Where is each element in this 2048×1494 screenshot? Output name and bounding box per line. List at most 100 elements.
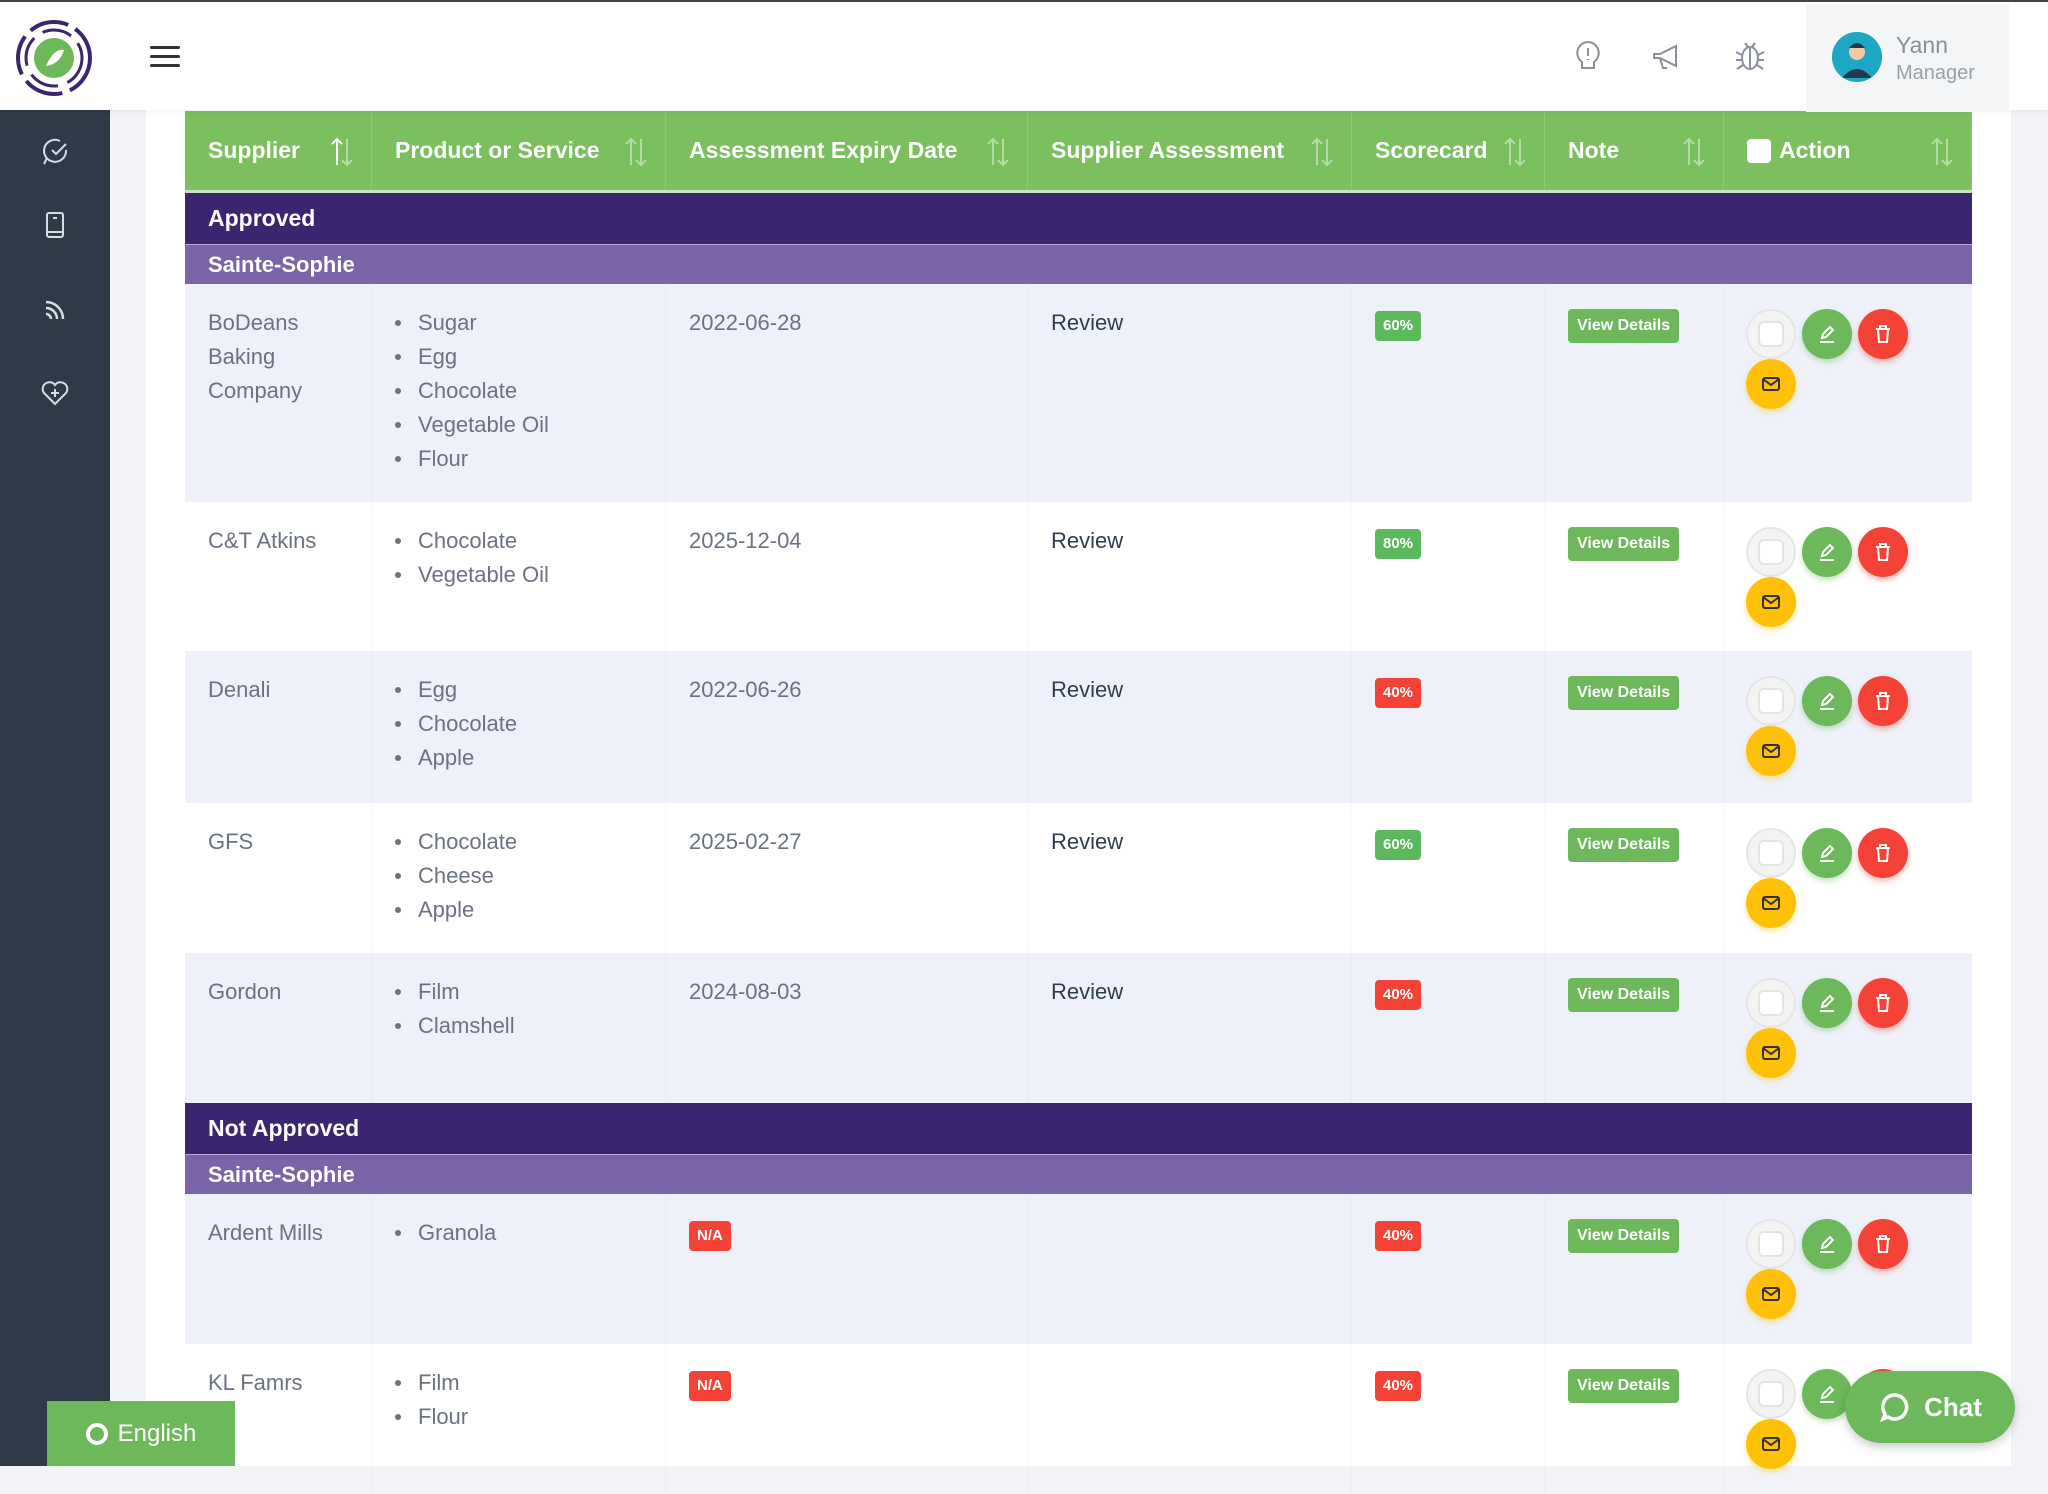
email-button[interactable]	[1746, 726, 1796, 776]
language-selector[interactable]: English	[47, 1401, 235, 1466]
assessment-link[interactable]: Review	[1051, 979, 1124, 1004]
expiry-cell: 2022-06-28	[666, 284, 1028, 502]
sidebar-item-feed-icon[interactable]	[38, 293, 72, 327]
view-details-button[interactable]: View Details	[1568, 1219, 1680, 1253]
sidebar-item-health-icon[interactable]	[38, 376, 72, 410]
column-header[interactable]: Action	[1724, 111, 1972, 190]
edit-button[interactable]	[1802, 1219, 1852, 1269]
edit-button[interactable]	[1802, 828, 1852, 878]
scorecard-cell: 60%	[1352, 284, 1545, 502]
email-button[interactable]	[1746, 1028, 1796, 1078]
email-button[interactable]	[1746, 1269, 1796, 1319]
sort-icon[interactable]	[1502, 135, 1528, 169]
envelope-icon	[1762, 1437, 1780, 1451]
row-select-checkbox[interactable]	[1746, 978, 1796, 1028]
email-button[interactable]	[1746, 359, 1796, 409]
lightbulb-help-icon[interactable]	[1570, 38, 1606, 74]
edit-button[interactable]	[1802, 676, 1852, 726]
email-button[interactable]	[1746, 577, 1796, 627]
row-select-checkbox[interactable]	[1746, 1219, 1796, 1269]
edit-button[interactable]	[1802, 309, 1852, 359]
sort-icon[interactable]	[329, 135, 355, 169]
menu-toggle-icon[interactable]	[150, 46, 180, 70]
product-item: Chocolate	[395, 707, 665, 741]
table-row: GFS Chocolate Cheese Apple 2025-02-27 Revi…	[185, 803, 1972, 953]
edit-button[interactable]	[1802, 527, 1852, 577]
sort-icon[interactable]	[1309, 135, 1335, 169]
column-header[interactable]: Product or Service	[372, 111, 666, 190]
bug-report-icon[interactable]	[1732, 38, 1768, 74]
sidebar-item-book-icon[interactable]	[38, 208, 72, 242]
actions-cell	[1724, 1194, 1972, 1344]
email-button[interactable]	[1746, 1419, 1796, 1469]
delete-button[interactable]	[1858, 1219, 1908, 1269]
row-select-checkbox[interactable]	[1746, 527, 1796, 577]
delete-button[interactable]	[1858, 309, 1908, 359]
column-header[interactable]: Scorecard	[1352, 111, 1545, 190]
column-header-label: Assessment Expiry Date	[689, 137, 958, 163]
megaphone-icon[interactable]	[1650, 38, 1686, 74]
products-cell: Sugar Egg Chocolate Vegetable Oil Flour	[372, 284, 666, 502]
chat-button[interactable]: Chat	[1845, 1371, 2015, 1443]
delete-button[interactable]	[1858, 676, 1908, 726]
chat-label: Chat	[1924, 1391, 1982, 1422]
product-item: Chocolate	[395, 374, 665, 408]
product-item: Chocolate	[395, 524, 665, 558]
assessment-cell	[1028, 1194, 1352, 1344]
assessment-link[interactable]: Review	[1051, 310, 1124, 335]
row-select-checkbox[interactable]	[1746, 828, 1796, 878]
product-list: Chocolate Vegetable Oil	[395, 524, 665, 592]
view-details-button[interactable]: View Details	[1568, 828, 1680, 862]
avatar	[1832, 32, 1882, 82]
expiry-cell: N/A	[666, 1194, 1028, 1344]
email-button[interactable]	[1746, 878, 1796, 928]
product-item: Film	[395, 975, 665, 1009]
note-cell: View Details	[1545, 803, 1724, 953]
assessment-link[interactable]: Review	[1051, 829, 1124, 854]
user-menu[interactable]: Yann Manager	[1806, 4, 2009, 112]
sort-icon[interactable]	[1929, 135, 1955, 169]
view-details-button[interactable]: View Details	[1568, 309, 1680, 343]
view-details-button[interactable]: View Details	[1568, 676, 1680, 710]
product-item: Vegetable Oil	[395, 408, 665, 442]
actions-cell	[1724, 803, 1972, 953]
sort-icon[interactable]	[623, 135, 649, 169]
row-select-checkbox[interactable]	[1746, 1369, 1796, 1419]
pencil-icon	[1820, 692, 1835, 710]
view-details-button[interactable]: View Details	[1568, 978, 1680, 1012]
delete-button[interactable]	[1858, 828, 1908, 878]
trash-icon	[1876, 844, 1890, 862]
sort-icon[interactable]	[985, 135, 1011, 169]
pencil-icon	[1820, 1235, 1835, 1253]
products-cell: Film Flour	[372, 1344, 666, 1494]
expiry-date: 2022-06-26	[689, 677, 802, 702]
edit-button[interactable]	[1802, 978, 1852, 1028]
sidebar-item-chat-check-icon[interactable]	[38, 136, 72, 170]
assessment-cell: Review	[1028, 803, 1352, 953]
column-header[interactable]: Note	[1545, 111, 1724, 190]
note-cell: View Details	[1545, 953, 1724, 1103]
actions-cell	[1724, 953, 1972, 1103]
view-details-button[interactable]: View Details	[1568, 1369, 1680, 1403]
select-all-checkbox[interactable]	[1747, 138, 1771, 163]
product-list: Sugar Egg Chocolate Vegetable Oil Flour	[395, 306, 665, 476]
sort-icon[interactable]	[1681, 135, 1707, 169]
assessment-link[interactable]: Review	[1051, 528, 1124, 553]
product-item: Apple	[395, 893, 665, 927]
column-header[interactable]: Assessment Expiry Date	[666, 111, 1028, 190]
app-logo[interactable]	[14, 18, 94, 98]
assessment-cell: Review	[1028, 284, 1352, 502]
actions-cell	[1724, 651, 1972, 803]
row-select-checkbox[interactable]	[1746, 309, 1796, 359]
delete-button[interactable]	[1858, 978, 1908, 1028]
row-select-checkbox[interactable]	[1746, 676, 1796, 726]
view-details-button[interactable]: View Details	[1568, 527, 1680, 561]
edit-button[interactable]	[1802, 1369, 1852, 1419]
column-header[interactable]: Supplier	[185, 111, 372, 190]
scorecard-badge: 60%	[1375, 830, 1422, 860]
product-item: Cheese	[395, 859, 665, 893]
column-header[interactable]: Supplier Assessment	[1028, 111, 1352, 190]
assessment-link[interactable]: Review	[1051, 677, 1124, 702]
delete-button[interactable]	[1858, 527, 1908, 577]
table-row: Denali Egg Chocolate Apple 2022-06-26 Revi…	[185, 651, 1972, 803]
